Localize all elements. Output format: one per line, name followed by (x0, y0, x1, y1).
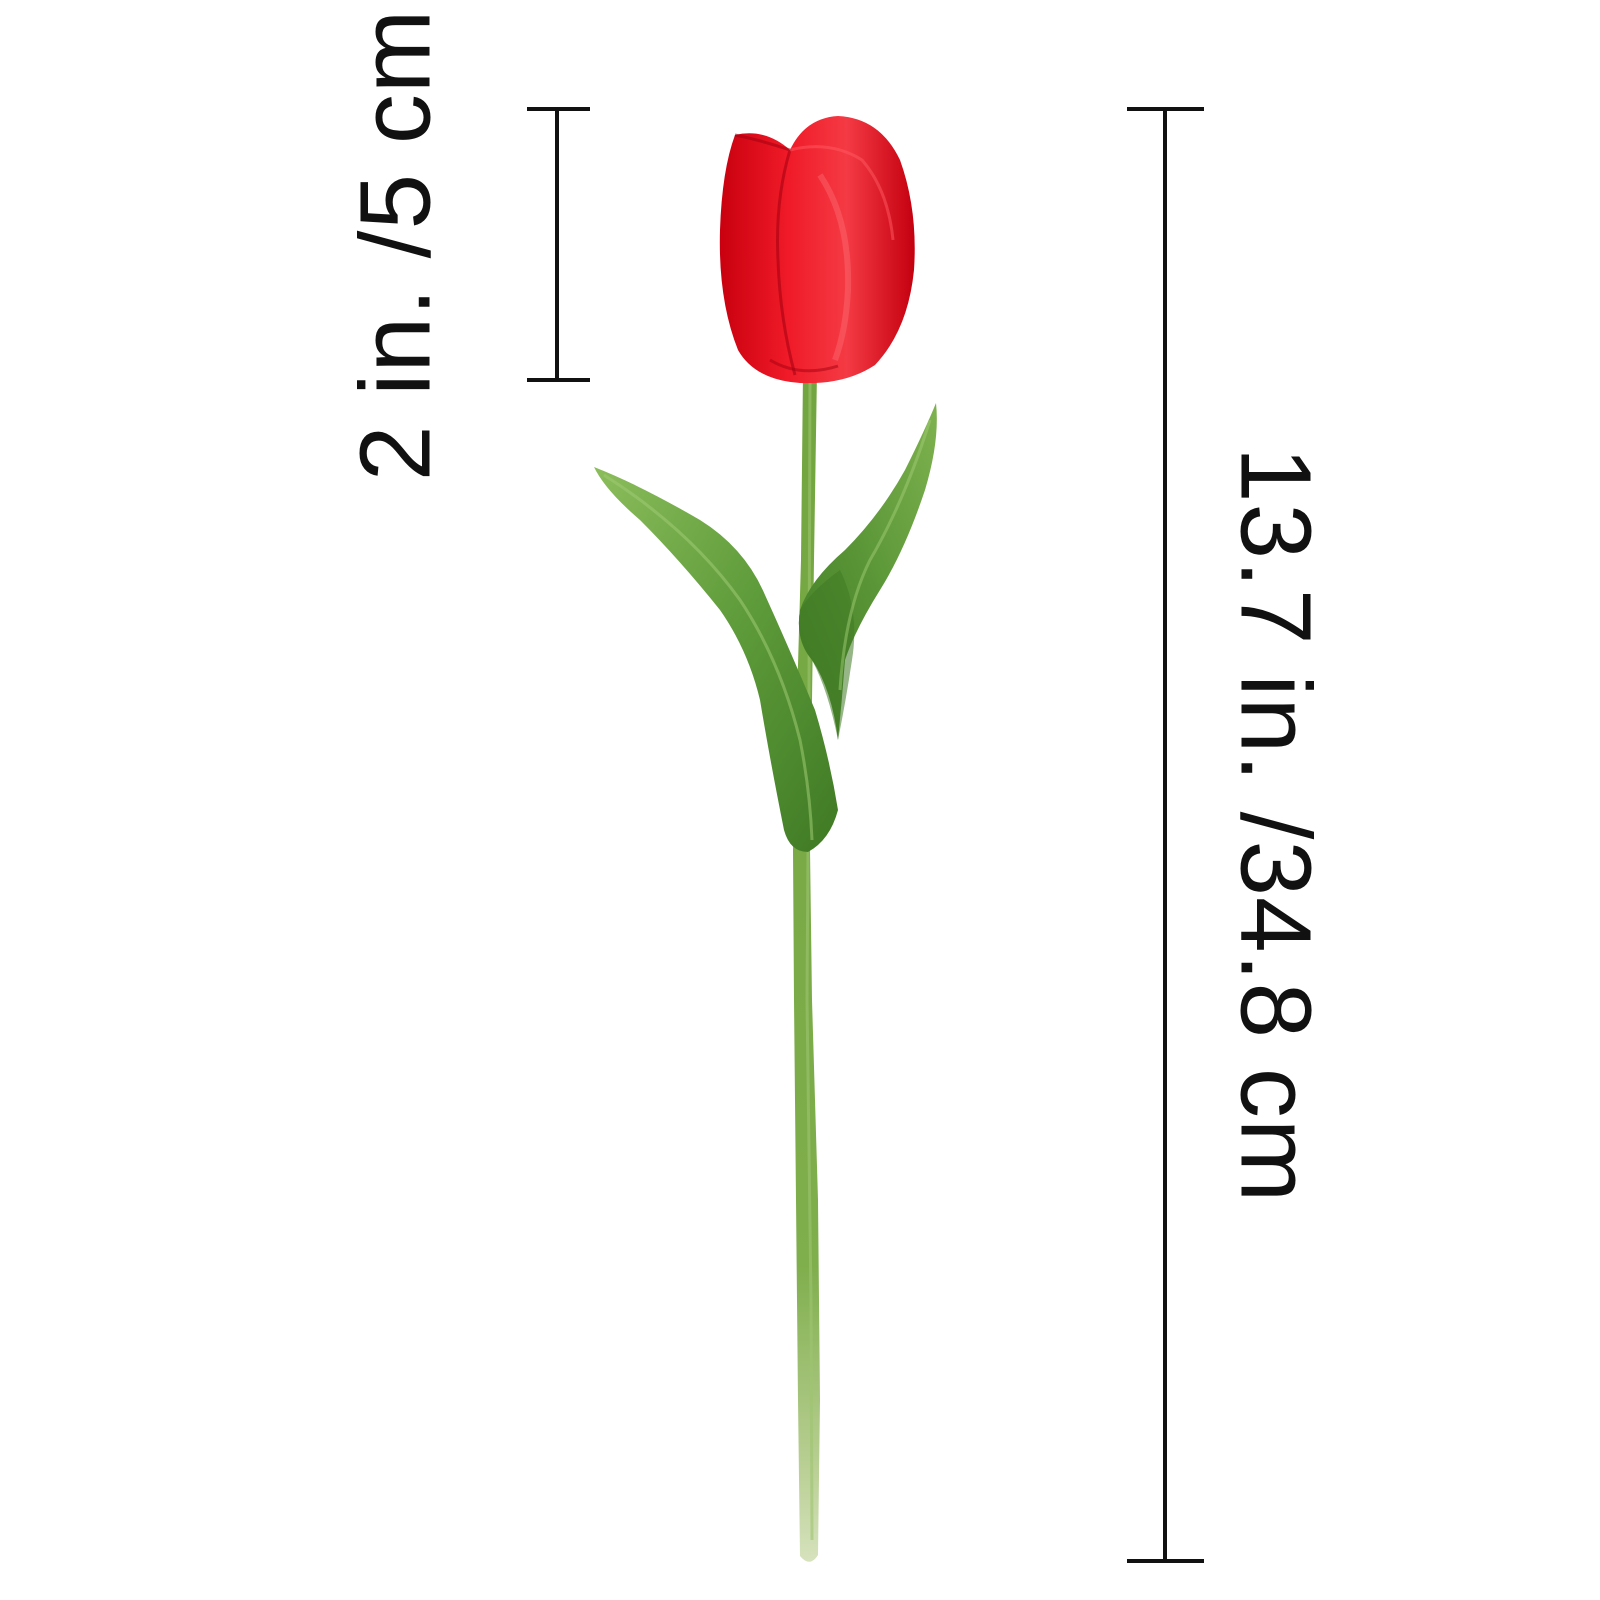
leaf-right-vein (838, 419, 932, 691)
leaf-right-inner (798, 570, 855, 740)
total-length-bracket (1127, 107, 1204, 1563)
tulip-leaf-right (798, 403, 937, 740)
petal-shine (817, 173, 852, 362)
tulip-flower (719, 116, 915, 384)
tulip-leaf-left (594, 467, 838, 852)
petal-fold (734, 133, 797, 376)
petal-edge (789, 145, 895, 241)
flower-height-label: 2 in. /5 cm (339, 9, 451, 481)
total-length-label: 13.7 in. /34.8 cm (1220, 447, 1332, 1203)
flower-height-bracket (527, 107, 590, 382)
leaf-left-vein (603, 473, 814, 841)
petal-base (769, 358, 839, 373)
